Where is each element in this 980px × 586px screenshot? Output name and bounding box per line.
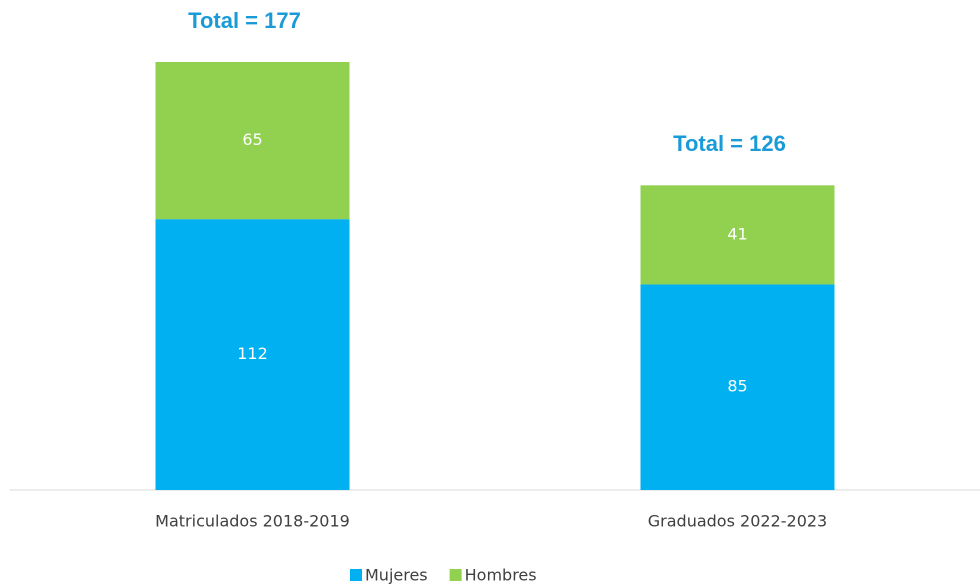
x-tick-label: Matriculados 2018-2019 [155, 512, 350, 531]
legend-swatch [449, 569, 462, 581]
data-label: 65 [242, 130, 262, 149]
bar-segment [155, 219, 350, 490]
bar-segment [155, 62, 350, 220]
data-label: 112 [237, 344, 268, 363]
data-label: 41 [727, 224, 747, 243]
total-label: Total = 126 [673, 131, 786, 156]
legend-label: Mujeres [365, 566, 428, 585]
bar-segment [640, 185, 835, 285]
x-tick-label: Graduados 2022-2023 [648, 512, 827, 531]
total-label: Total = 177 [188, 8, 301, 33]
data-label: 85 [727, 377, 747, 396]
bar-segment [640, 284, 835, 490]
legend-label: Hombres [465, 566, 537, 585]
legend-swatch [350, 569, 362, 581]
